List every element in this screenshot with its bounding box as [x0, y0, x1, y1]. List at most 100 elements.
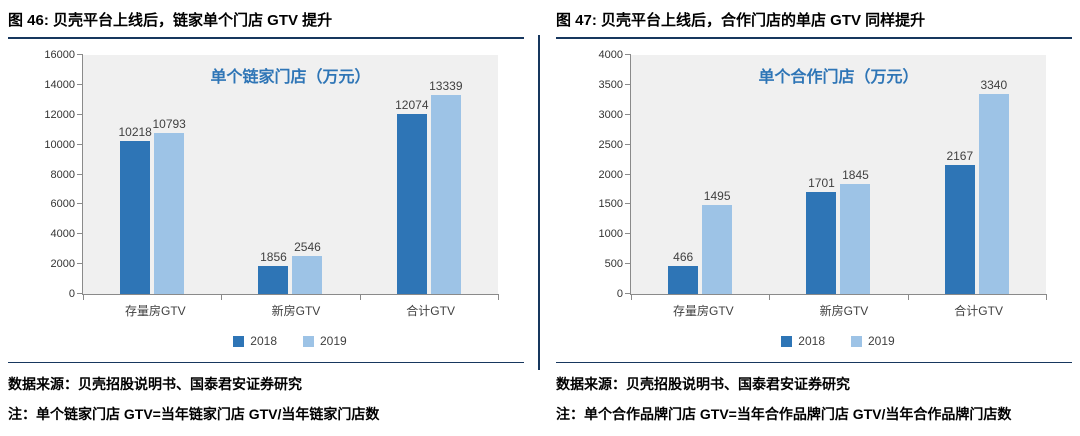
figure-panel-46: 图 46: 贝壳平台上线后，链家单个门店 GTV 提升 单个链家门店（万元） 0… [0, 0, 538, 436]
bar-rect-2018 [396, 113, 427, 294]
legend-item-2019: 2019 [851, 334, 895, 348]
figure-47-plot-area: 单个合作门店（万元） 0 500 1000 1500 2000 2500 3000 3500 4… [599, 49, 1047, 300]
figure-46-source-line: 数据来源：贝壳招股说明书、国泰君安证券研究 [8, 376, 302, 392]
bar-rect-2019 [154, 132, 185, 294]
bar-group-新房GTV: 1856 2546 [258, 55, 323, 294]
figure-46-chart-title: 单个链家门店（万元） [210, 69, 371, 86]
figure-47-source-line: 数据来源：贝壳招股说明书、国泰君安证券研究 [556, 376, 850, 392]
x-axis-tick-mark [631, 294, 632, 300]
category-label: 合计GTV [954, 304, 1003, 318]
y-axis-tick-label: 16000 [44, 49, 75, 61]
y-axis-tick-mark [77, 54, 83, 55]
bar-rect-2019 [430, 94, 461, 294]
bar-group-新房GTV: 1701 1845 [806, 55, 871, 294]
y-axis-tick-mark [77, 143, 83, 145]
legend-item-2019: 2019 [303, 334, 347, 348]
y-axis-tick-mark [625, 113, 631, 115]
category-label: 新房GTV [819, 304, 869, 318]
bar-group-存量房GTV: 466 1495 [668, 55, 733, 294]
figure-46-plot-area: 单个链家门店（万元） 0 2000 4000 6000 8000 10000 12000 14… [44, 49, 499, 300]
y-axis-tick-mark [625, 233, 631, 235]
bar-2018-存量房GTV: 10218 [118, 55, 152, 294]
bar-value-label: 13339 [429, 78, 463, 93]
x-axis-tick-mark [1046, 294, 1047, 300]
legend-label-2018: 2018 [250, 334, 277, 348]
y-axis-tick-mark [625, 263, 631, 265]
x-axis-tick-mark [498, 294, 499, 300]
bar-2018-合计GTV: 2167 [944, 55, 975, 294]
figure-46-footer: 数据来源：贝壳招股说明书、国泰君安证券研究 注：单个链家门店 GTV=当年链家门… [8, 362, 524, 424]
category-label: 新房GTV [271, 304, 321, 318]
legend-label-2018: 2018 [798, 334, 825, 348]
y-axis-tick-label: 2000 [598, 168, 623, 181]
y-axis-tick-label: 1000 [598, 228, 623, 241]
bar-value-label: 1701 [808, 176, 835, 191]
y-axis-tick-label: 8000 [50, 168, 75, 181]
legend-swatch-2019 [851, 335, 862, 347]
y-axis-tick-label: 3000 [598, 108, 623, 121]
legend-label-2019: 2019 [868, 334, 895, 348]
y-axis-tick-mark [625, 54, 631, 55]
x-axis-tick-mark [83, 294, 84, 300]
bar-value-label: 3340 [980, 78, 1008, 93]
figure-47-legend: 2018 2019 [630, 334, 1046, 348]
bar-value-label: 10218 [118, 125, 152, 140]
bar-rect-2018 [944, 164, 975, 294]
bar-group-合计GTV: 2167 3340 [944, 55, 1009, 294]
vertical-divider [538, 35, 540, 370]
bar-groups: 10218 10793 1856 2546 12074 13339 [83, 55, 498, 294]
y-axis-tick-label: 10000 [44, 138, 75, 151]
bar-group-合计GTV: 12074 13339 [395, 55, 463, 294]
bar-2018-存量房GTV: 466 [668, 55, 699, 294]
figure-47-x-axis-labels: 存量房GTV 新房GTV 合计GTV [630, 295, 1046, 319]
bar-value-label: 12074 [395, 97, 429, 112]
bar-2019-合计GTV: 3340 [978, 55, 1009, 294]
x-axis-tick-mark [359, 294, 361, 300]
bar-rect-2019 [978, 94, 1009, 294]
figure-47-title: 图 47: 贝壳平台上线后，合作门店的单店 GTV 同样提升 [556, 0, 1072, 39]
bar-2018-合计GTV: 12074 [395, 55, 429, 294]
figure-47-chart-title: 单个合作门店（万元） [758, 69, 919, 86]
y-axis-tick-mark [625, 83, 631, 85]
bar-rect-2018 [806, 192, 837, 294]
y-axis-tick-label: 6000 [50, 198, 75, 211]
bar-value-label: 466 [673, 250, 694, 265]
y-axis-tick-label: 3500 [598, 78, 623, 91]
bar-value-label: 2167 [946, 148, 974, 163]
bar-2018-新房GTV: 1856 [258, 55, 289, 294]
figure-46-title: 图 46: 贝壳平台上线后，链家单个门店 GTV 提升 [8, 0, 524, 39]
bar-value-label: 1495 [703, 188, 731, 203]
y-axis-tick-label: 12000 [44, 108, 75, 121]
bar-value-label: 1856 [260, 250, 287, 265]
x-axis-tick-mark [769, 294, 771, 300]
figure-47-chart-area: 单个合作门店（万元） 0 500 1000 1500 2000 2500 3000 3500 4… [582, 49, 1047, 348]
category-label: 合计GTV [406, 304, 455, 318]
bar-2018-新房GTV: 1701 [806, 55, 837, 294]
figure-46-chart-area: 单个链家门店（万元） 0 2000 4000 6000 8000 10000 12000 14… [34, 49, 499, 348]
x-axis-tick-mark [221, 294, 223, 300]
y-axis-tick-label: 0 [616, 288, 623, 300]
bar-rect-2019 [702, 204, 733, 294]
bar-rect-2018 [668, 266, 699, 294]
figure-46-x-axis-labels: 存量房GTV 新房GTV 合计GTV [82, 295, 498, 319]
bar-value-label: 1845 [842, 167, 869, 182]
bar-group-存量房GTV: 10218 10793 [118, 55, 186, 294]
legend-item-2018: 2018 [781, 334, 825, 348]
bar-rect-2018 [258, 266, 289, 294]
x-axis-tick-mark [907, 294, 909, 300]
figure-46-note-line: 注：单个链家门店 GTV=当年链家门店 GTV/当年链家门店数 [8, 406, 380, 422]
y-axis-tick-label: 4000 [598, 49, 623, 61]
y-axis-tick-mark [77, 113, 83, 115]
y-axis-tick-mark [77, 83, 83, 85]
bar-2019-存量房GTV: 1495 [702, 55, 733, 294]
y-axis-tick-label: 1500 [598, 198, 623, 211]
y-axis-tick-mark [77, 263, 83, 265]
legend-swatch-2019 [303, 335, 314, 347]
bar-value-label: 10793 [152, 116, 186, 131]
figure-panel-47: 图 47: 贝壳平台上线后，合作门店的单店 GTV 同样提升 单个合作门店（万元… [540, 0, 1080, 436]
bar-rect-2018 [120, 141, 151, 294]
y-axis-tick-mark [77, 233, 83, 235]
bar-2019-新房GTV: 1845 [840, 55, 871, 294]
category-label: 存量房GTV [124, 304, 186, 318]
y-axis-tick-mark [625, 293, 631, 294]
